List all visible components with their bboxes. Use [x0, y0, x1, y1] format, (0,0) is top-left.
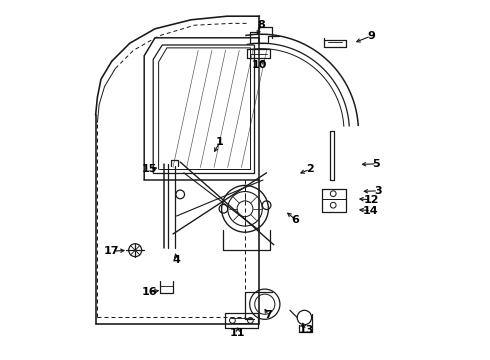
Text: 7: 7 [265, 310, 272, 320]
Text: 16: 16 [142, 287, 157, 297]
Text: 6: 6 [292, 215, 299, 225]
Text: 10: 10 [252, 60, 267, 70]
Text: 4: 4 [172, 255, 180, 265]
Text: 9: 9 [367, 31, 375, 41]
Text: 3: 3 [374, 186, 382, 196]
Text: 1: 1 [216, 137, 223, 147]
Text: 15: 15 [142, 164, 157, 174]
Text: 17: 17 [104, 246, 120, 256]
Text: 5: 5 [372, 159, 380, 169]
Text: 8: 8 [257, 20, 265, 30]
Text: 11: 11 [230, 328, 245, 338]
Text: 2: 2 [306, 164, 314, 174]
Text: 14: 14 [363, 206, 379, 216]
Text: 13: 13 [298, 325, 314, 335]
Text: 12: 12 [363, 195, 379, 205]
